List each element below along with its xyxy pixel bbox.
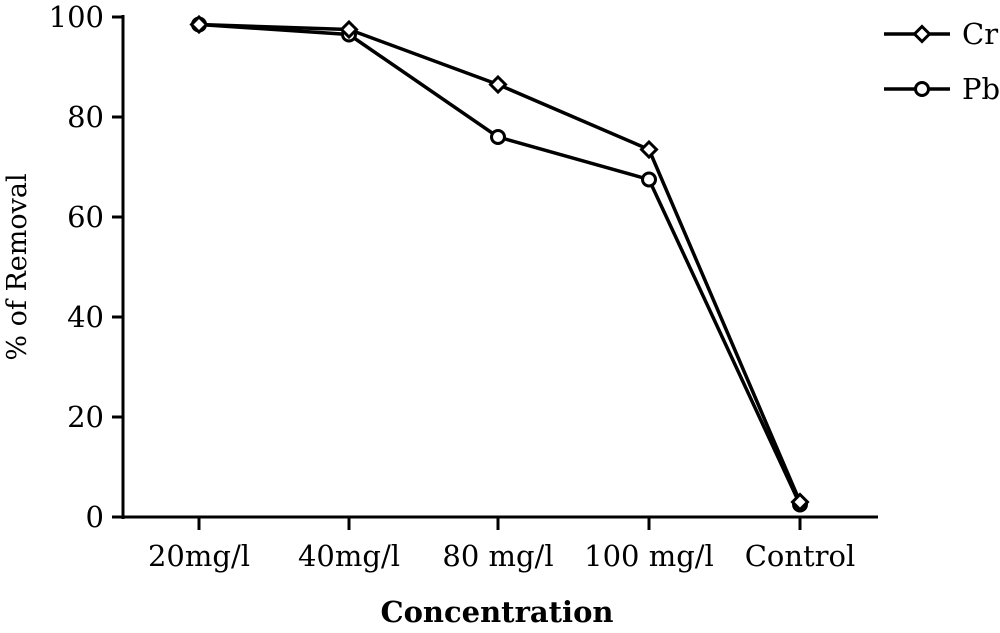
data-point-cr bbox=[488, 74, 508, 95]
legend-marker-cr bbox=[912, 24, 932, 44]
x-tick-label: 40mg/l bbox=[298, 539, 400, 573]
x-tick-label: 80 mg/l bbox=[442, 539, 553, 573]
x-tick-label: 20mg/l bbox=[148, 539, 250, 573]
data-point-pb bbox=[490, 129, 506, 145]
data-point-cr bbox=[189, 14, 209, 35]
x-tick-label: Control bbox=[745, 539, 856, 573]
legend-label-pb: Pb bbox=[962, 72, 1000, 106]
data-point-cr bbox=[639, 139, 659, 160]
y-tick-label: 100 bbox=[49, 0, 104, 34]
y-tick-label: 0 bbox=[86, 500, 104, 534]
series-line-pb bbox=[198, 22, 802, 506]
ticks bbox=[112, 15, 802, 530]
legend-label-cr: Cr bbox=[962, 17, 998, 51]
data-point-pb bbox=[641, 171, 657, 188]
x-tick-label: 100 mg/l bbox=[584, 539, 714, 573]
data-point-cr bbox=[339, 19, 359, 40]
data-point-cr bbox=[790, 492, 810, 512]
x-axis-title: Concentration bbox=[380, 595, 613, 629]
y-tick-label: 40 bbox=[67, 300, 104, 334]
series-lines bbox=[198, 22, 802, 506]
tick-labels: 0 20 40 60 80 100 20mg/l 40mg/l 80 mg/l 100 mg/l C… bbox=[49, 0, 856, 573]
y-axis-title: % of Removal bbox=[2, 173, 33, 360]
markers bbox=[189, 14, 810, 513]
y-tick-label: 20 bbox=[67, 400, 104, 434]
y-tick-label: 60 bbox=[67, 200, 104, 234]
y-tick-label: 80 bbox=[67, 100, 104, 134]
legend: Cr Pb bbox=[884, 17, 1000, 106]
legend-marker-pb bbox=[914, 81, 930, 97]
series-line-cr bbox=[198, 22, 802, 503]
